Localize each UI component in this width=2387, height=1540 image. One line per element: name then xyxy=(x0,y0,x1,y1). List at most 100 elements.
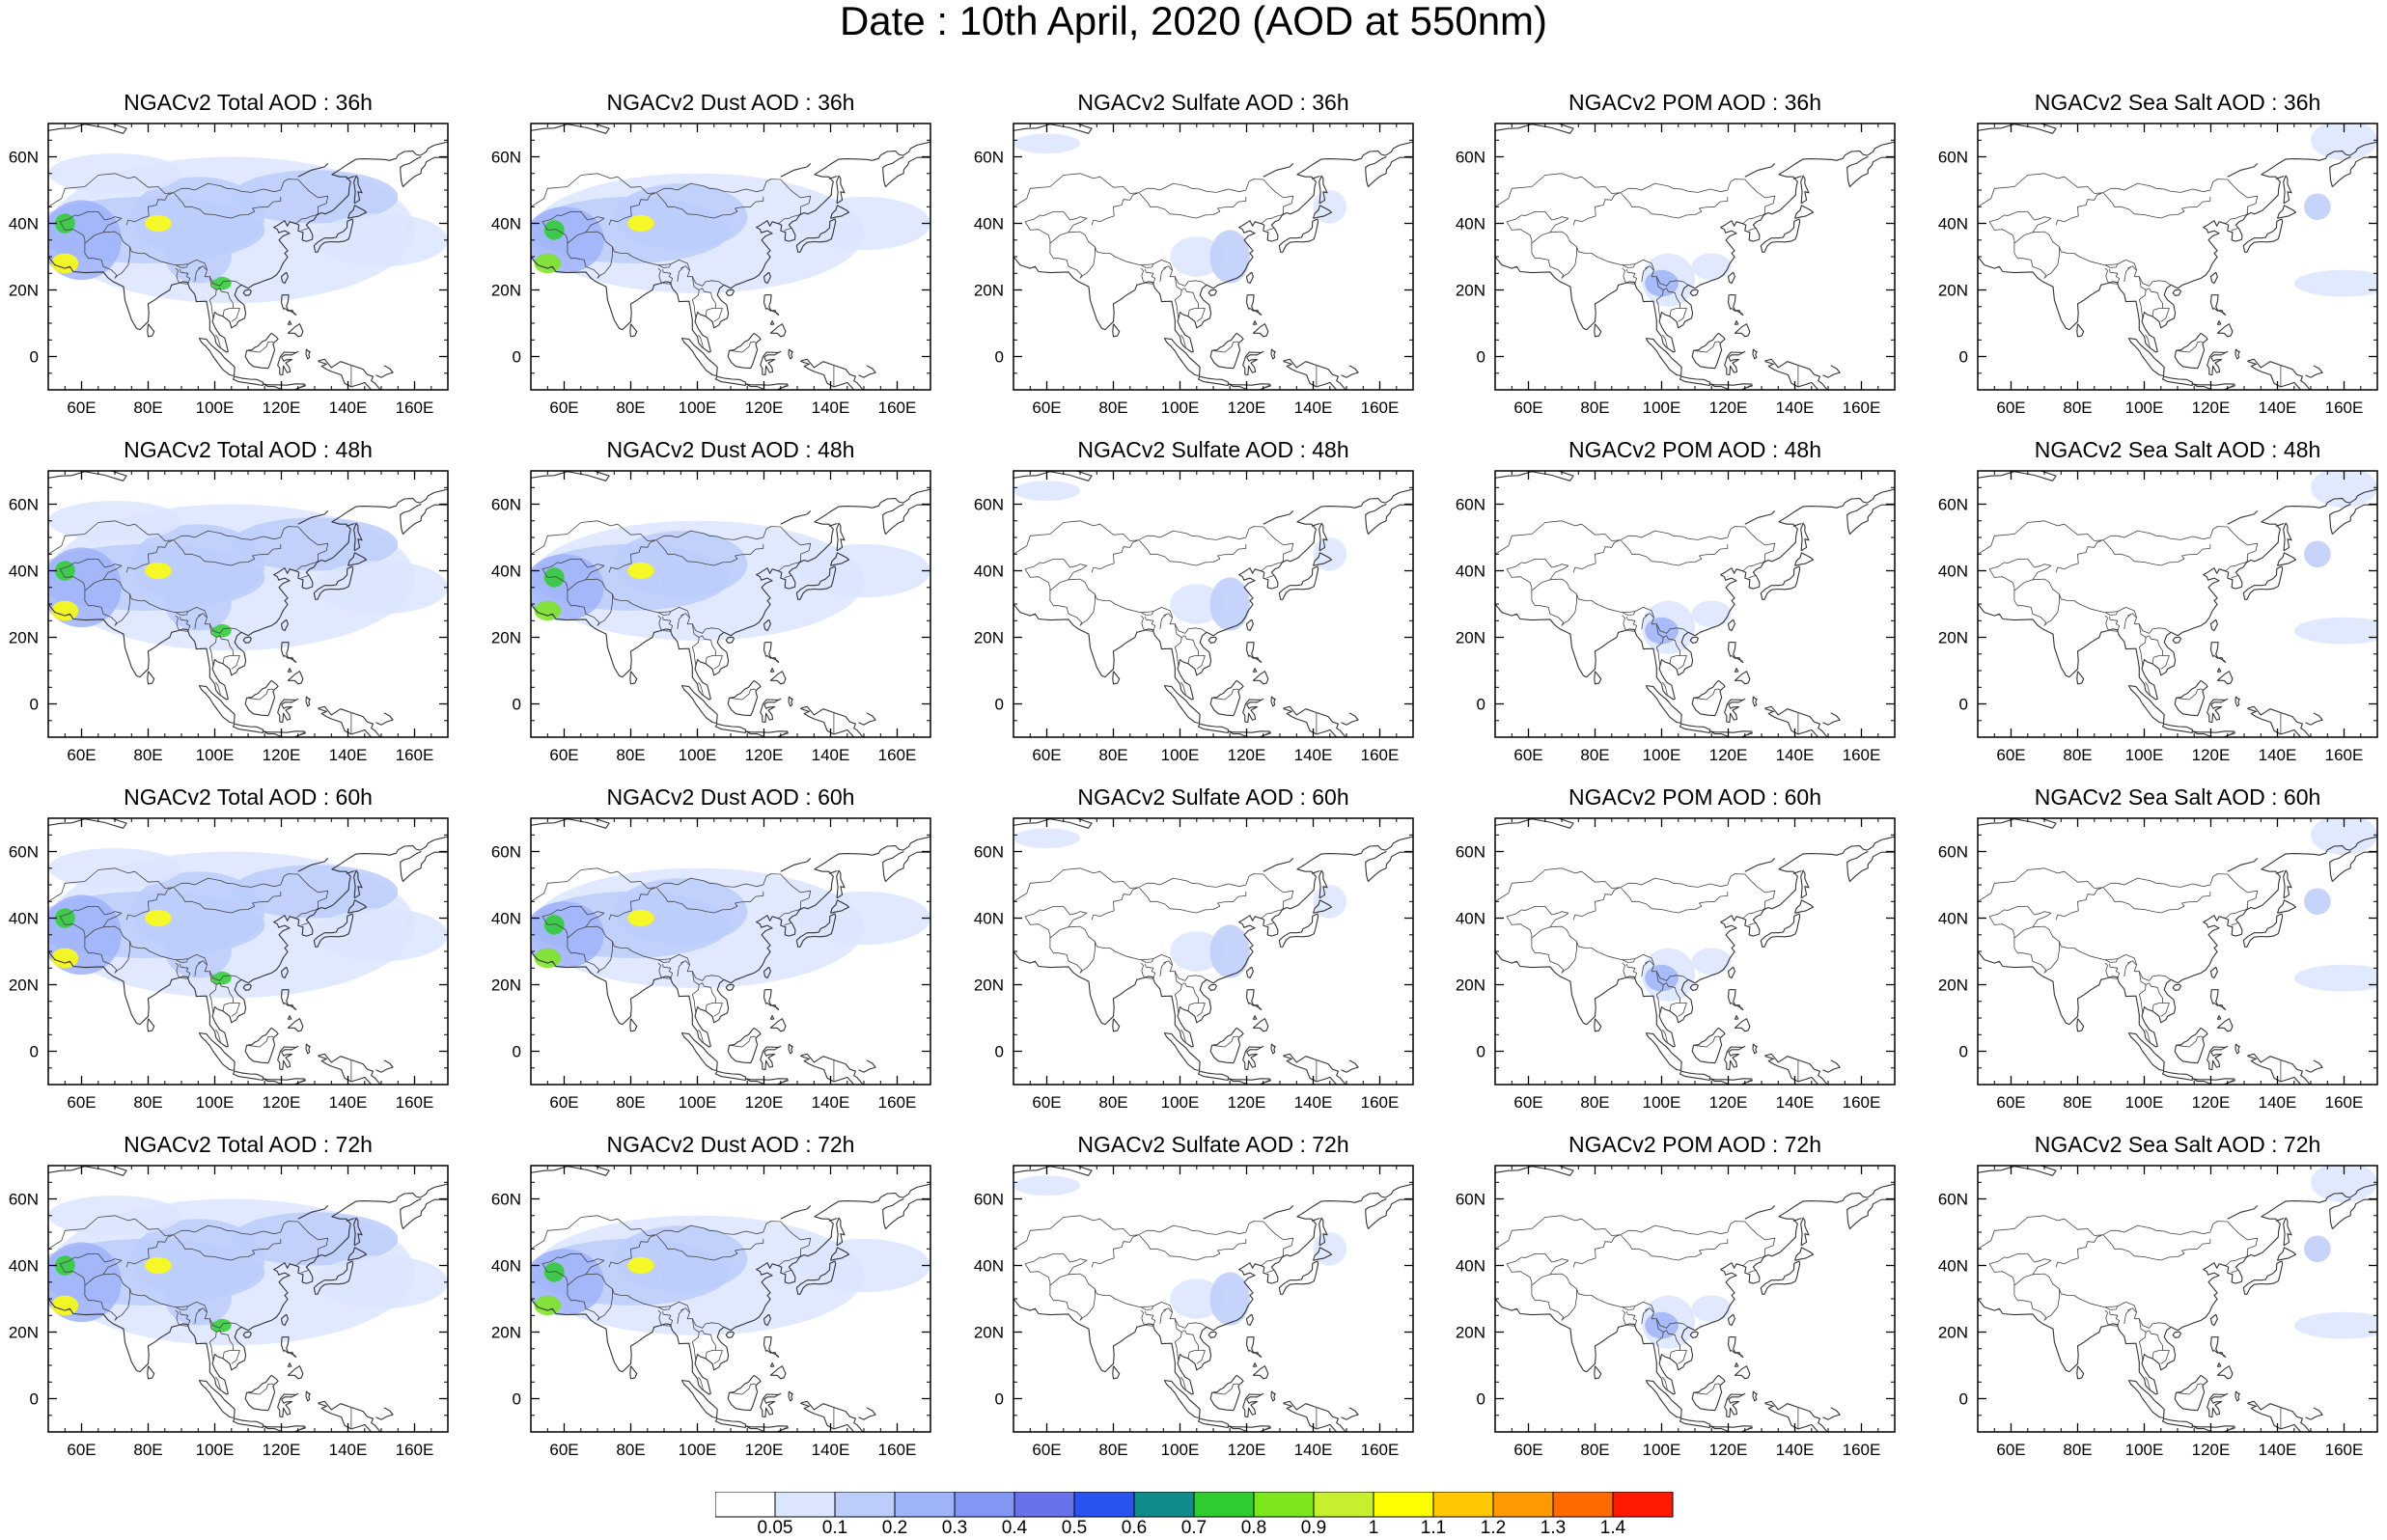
x-tick-label: 100E xyxy=(679,1093,717,1112)
aod-contour xyxy=(627,214,654,233)
coastline xyxy=(1252,668,1258,673)
x-tick-label: 80E xyxy=(1098,399,1127,417)
country-border xyxy=(1495,867,1776,911)
x-tick-label: 120E xyxy=(745,1441,784,1459)
country-border xyxy=(2231,1269,2239,1274)
map-content xyxy=(1978,124,2377,390)
coastline xyxy=(2216,1362,2222,1367)
aod-map-panel: 60E 80E 100E 120E 140E 160E 60N 40N 20N 0 xyxy=(974,470,1414,764)
coastline xyxy=(858,1407,876,1420)
coastline xyxy=(1734,1362,1739,1367)
country-border xyxy=(1140,958,1154,963)
country-border xyxy=(1506,559,1569,588)
country-border xyxy=(1211,1035,1239,1048)
country-border xyxy=(1742,909,1763,919)
country-border xyxy=(175,962,191,979)
aod-contour xyxy=(231,865,399,919)
country-border xyxy=(2225,909,2246,919)
coastline xyxy=(2276,552,2297,566)
aod-contour xyxy=(2293,1311,2377,1339)
x-tick-label: 140E xyxy=(812,746,850,764)
x-tick-label: 80E xyxy=(1580,746,1609,764)
colorbar: 0.05 0.1 0.2 0.3 0.4 0.5 0.6 0.7 0.8 0.9 1 1.1 1.2 1.… xyxy=(714,1491,1675,1540)
coastline xyxy=(531,124,610,134)
coastline xyxy=(1495,471,1574,481)
coastline xyxy=(1311,1217,1320,1222)
coastline xyxy=(788,1390,793,1402)
country-border xyxy=(699,288,716,317)
country-border xyxy=(1196,308,1206,322)
country-border xyxy=(1678,1003,1687,1017)
country-border xyxy=(297,1426,305,1431)
y-tick-label: 0 xyxy=(1959,696,1968,714)
x-tick-label: 160E xyxy=(2325,1093,2364,1112)
aod-contour xyxy=(1170,236,1224,277)
coastline xyxy=(760,350,782,376)
y-tick-label: 20N xyxy=(974,282,1004,300)
country-border xyxy=(677,961,684,976)
coastline xyxy=(2172,1331,2181,1338)
country-border xyxy=(1742,214,1763,224)
coastline xyxy=(1679,1417,1711,1429)
x-tick-label: 120E xyxy=(745,746,784,764)
coastline xyxy=(858,712,876,726)
country-border xyxy=(1662,334,1668,347)
map-content xyxy=(1978,471,2377,737)
country-border xyxy=(699,982,716,1012)
country-border xyxy=(2160,308,2170,322)
x-tick-label: 80E xyxy=(1098,1093,1127,1112)
coastline xyxy=(1978,836,2377,1048)
y-tick-label: 20N xyxy=(491,976,521,995)
coastline xyxy=(280,966,289,979)
country-border xyxy=(1663,982,1680,1012)
coastline xyxy=(347,1247,368,1261)
coastline xyxy=(836,175,846,205)
x-tick-label: 160E xyxy=(2325,746,2364,764)
country-border xyxy=(1978,867,2259,911)
aod-contour xyxy=(534,600,562,621)
x-tick-label: 120E xyxy=(263,746,301,764)
country-border xyxy=(784,227,792,232)
coastline xyxy=(280,1313,289,1327)
country-border xyxy=(231,1350,240,1364)
y-tick-label: 40N xyxy=(491,215,521,234)
coastline xyxy=(1709,383,1753,390)
coastline xyxy=(760,1045,782,1071)
y-tick-label: 0 xyxy=(30,1390,39,1409)
colorbar-label: 0.1 xyxy=(822,1518,847,1535)
country-border xyxy=(1621,539,1729,566)
y-tick-label: 20N xyxy=(9,629,39,647)
country-border xyxy=(2127,960,2137,966)
country-border xyxy=(246,341,274,353)
coastline xyxy=(2234,348,2240,360)
y-tick-label: 60N xyxy=(1456,149,1485,167)
coastline xyxy=(763,1336,780,1358)
coastline xyxy=(1709,730,1753,737)
coastline xyxy=(2234,1390,2240,1402)
coastline xyxy=(147,1365,155,1380)
colorbar-label: 0.2 xyxy=(882,1518,907,1535)
coastline xyxy=(287,1362,292,1367)
x-tick-label: 80E xyxy=(616,399,645,417)
coastline xyxy=(1744,858,1776,872)
x-tick-label: 120E xyxy=(1228,399,1266,417)
x-tick-label: 160E xyxy=(2325,1441,2364,1459)
coastline xyxy=(1822,365,1841,378)
y-tick-label: 20N xyxy=(974,1324,1004,1342)
coastline xyxy=(1245,619,1254,632)
coastline xyxy=(725,983,735,991)
coastline xyxy=(1312,1247,1333,1261)
x-tick-label: 120E xyxy=(263,1441,301,1459)
country-border xyxy=(125,1234,174,1268)
coastline xyxy=(1341,712,1359,726)
coastline xyxy=(347,205,368,219)
country-border xyxy=(231,1003,240,1017)
y-tick-label: 40N xyxy=(1938,215,1968,234)
coastline xyxy=(1727,294,1744,316)
coastline xyxy=(1752,696,1758,707)
aod-map-panel: 60E 80E 100E 120E 140E 160E 60N 40N 20N 0 xyxy=(1938,123,2378,417)
coastline xyxy=(2283,1217,2292,1247)
country-border xyxy=(1091,887,1139,921)
country-border xyxy=(1988,1253,2052,1282)
aod-contour xyxy=(1691,600,1732,628)
